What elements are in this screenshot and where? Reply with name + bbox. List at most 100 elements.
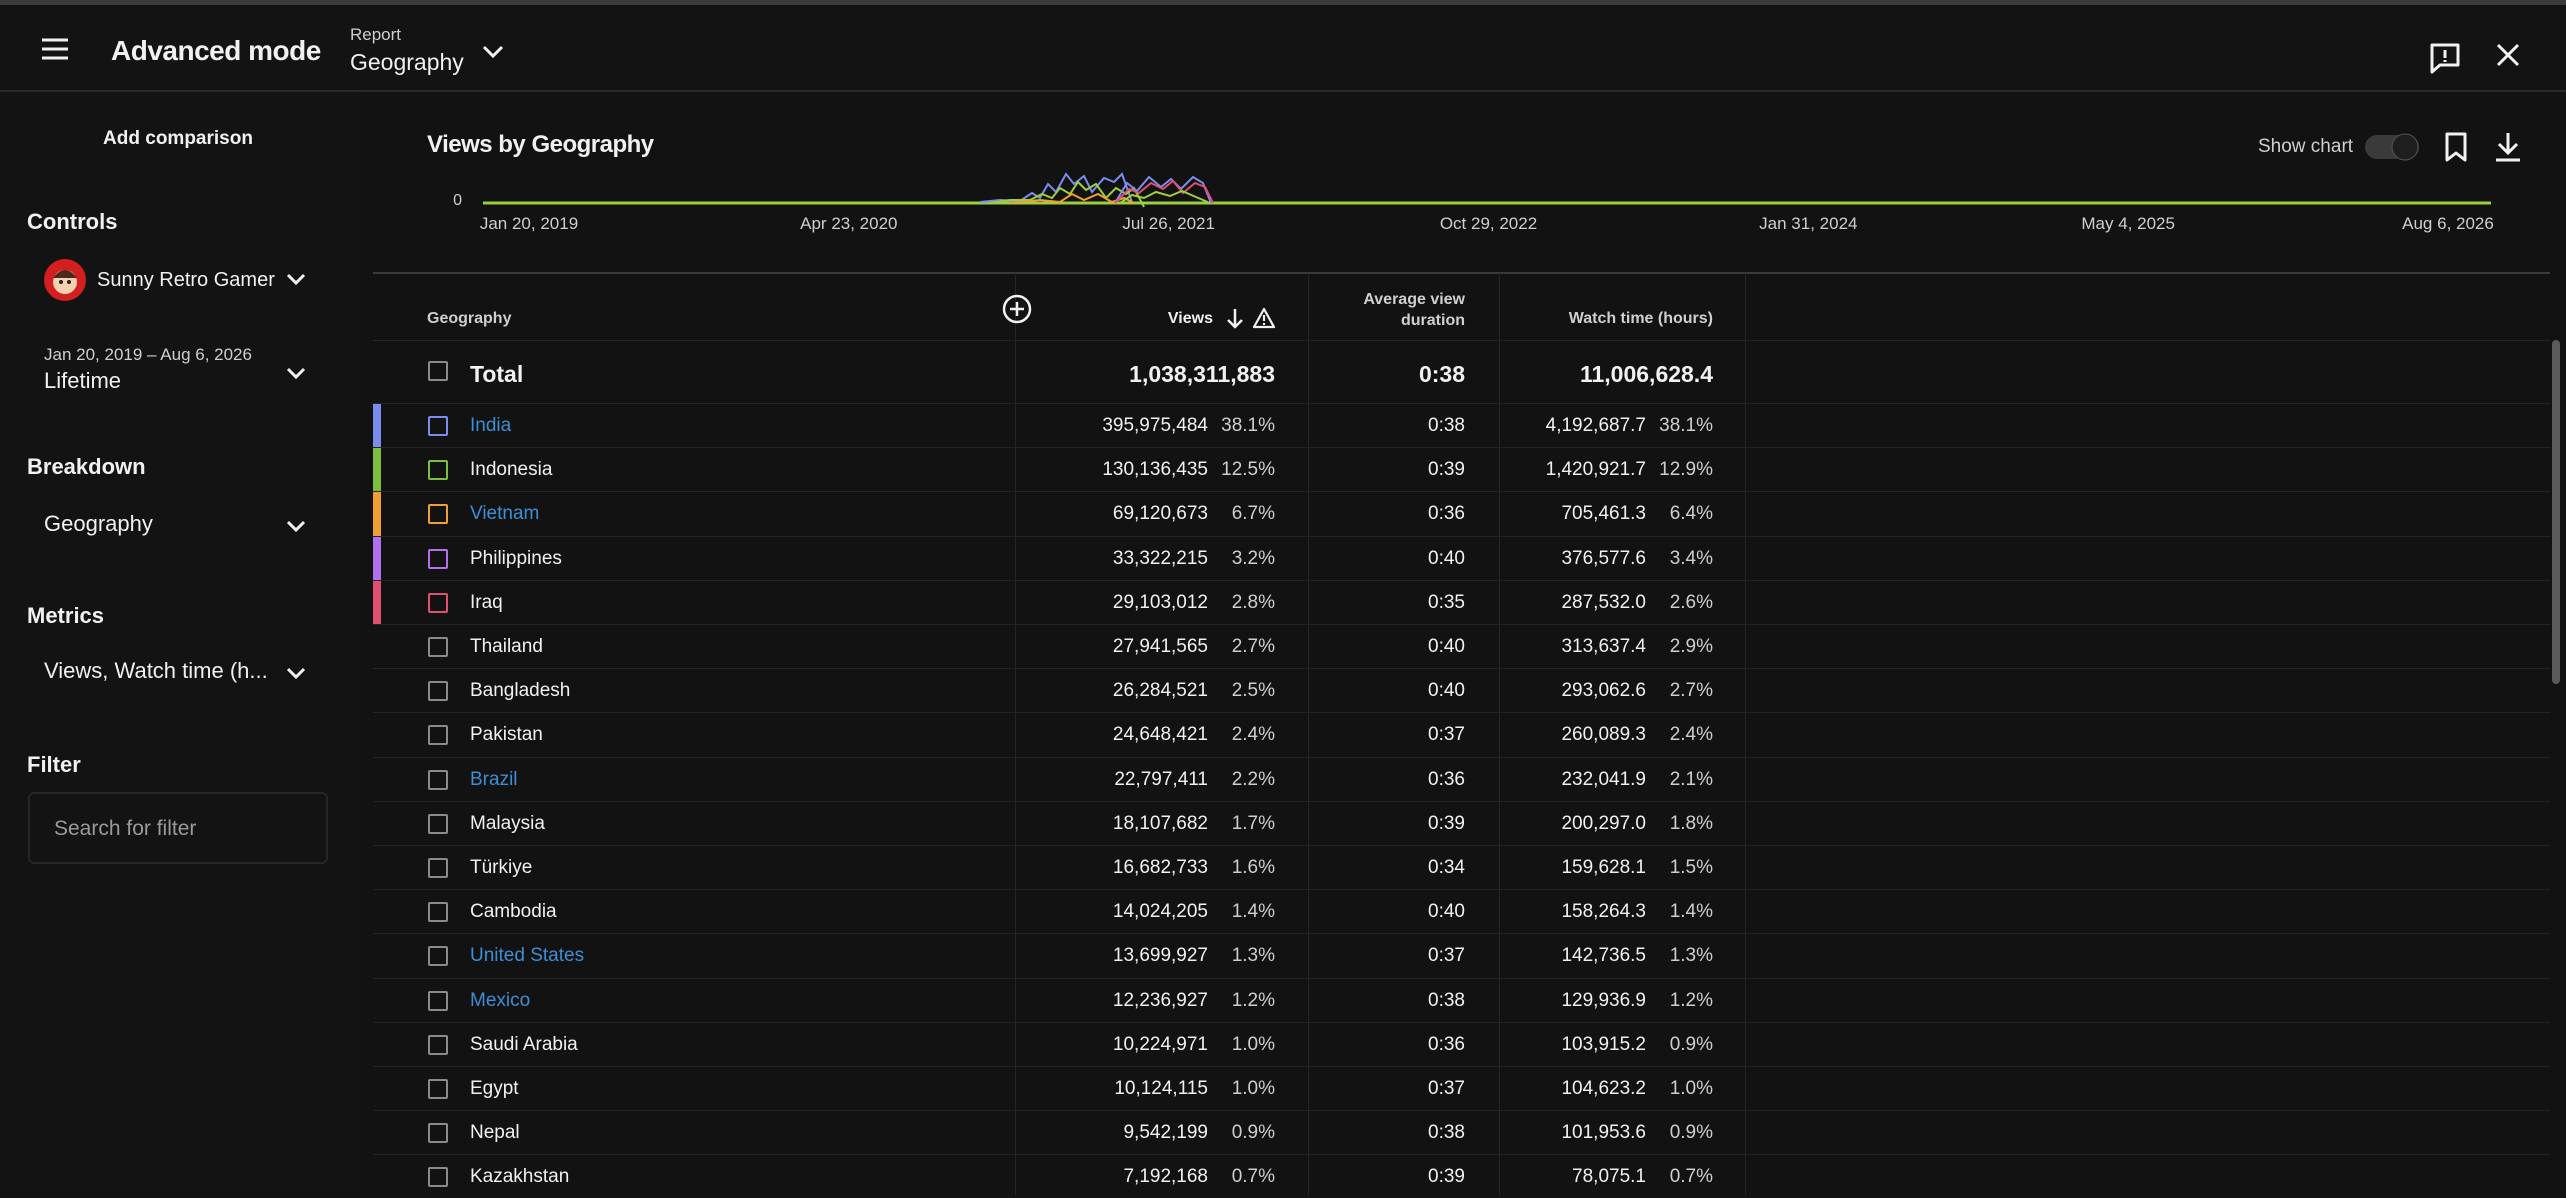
- column-header-avg-duration[interactable]: Average view duration: [1363, 291, 1465, 329]
- menu-button[interactable]: [42, 38, 68, 60]
- avg-duration: 0:40: [1428, 636, 1465, 657]
- country-name[interactable]: Mexico: [470, 989, 531, 1011]
- bookmark-button[interactable]: [2444, 131, 2468, 163]
- checkbox[interactable]: [428, 548, 448, 569]
- metrics-dropdown[interactable]: [286, 667, 306, 680]
- watch-share: 1.4%: [1669, 901, 1713, 923]
- views-share: 0.7%: [1231, 1166, 1275, 1188]
- country-name[interactable]: Vietnam: [470, 503, 540, 525]
- column-header-watch-time[interactable]: Watch time (hours): [1568, 310, 1713, 327]
- avg-duration: 0:40: [1428, 547, 1465, 569]
- watch-time: 104,623.2: [1561, 1078, 1646, 1099]
- views: 14,024,205: [1112, 901, 1208, 923]
- table-row: Iraq 29,103,012 2.8% 0:35 287,532.0 2.6%: [373, 579, 2550, 625]
- country-name[interactable]: United States: [470, 945, 585, 967]
- views-share: 38.1%: [1221, 415, 1275, 436]
- x-axis-label: Apr 23, 2020: [800, 214, 898, 233]
- table-row: Philippines 33,322,215 3.2% 0:40 376,577.6 3.…: [373, 535, 2550, 581]
- country-name: Philippines: [470, 547, 562, 569]
- watch-time: 313,637.4: [1561, 636, 1646, 657]
- table-row: Nepal 9,542,199 0.9% 0:38 101,953.6 0.9%: [373, 1110, 2550, 1154]
- channel-dropdown[interactable]: [286, 273, 306, 286]
- table-row: Pakistan 24,648,421 2.4% 0:37 260,089.3 2.4%: [373, 712, 2550, 756]
- views: 12,236,927: [1112, 989, 1208, 1011]
- filter-search[interactable]: Search for filter: [28, 792, 328, 864]
- column-divider: [1499, 273, 1500, 1195]
- watch-time: 287,532.0: [1561, 591, 1646, 613]
- date-range: Jan 20, 2019 – Aug 6, 2026: [44, 345, 252, 364]
- period-dropdown[interactable]: [286, 367, 306, 380]
- views: 7,192,168: [1123, 1166, 1208, 1188]
- series-color-bar: [373, 492, 381, 537]
- views: 10,124,115: [1114, 1078, 1208, 1099]
- close-button[interactable]: [2496, 43, 2520, 67]
- series-color-bar: [373, 448, 381, 493]
- download-button[interactable]: [2494, 131, 2522, 163]
- show-chart-toggle[interactable]: [2364, 132, 2420, 162]
- checkbox[interactable]: [428, 725, 448, 746]
- avg-duration: 0:37: [1428, 945, 1465, 967]
- table-row: United States 13,699,927 1.3% 0:37 142,736.5…: [373, 933, 2550, 977]
- checkbox[interactable]: [428, 990, 448, 1011]
- country-name: Thailand: [470, 636, 543, 657]
- report-dropdown[interactable]: [482, 45, 504, 59]
- views-share: 1.4%: [1231, 901, 1275, 923]
- checkbox[interactable]: [428, 902, 448, 923]
- checkbox[interactable]: [428, 416, 448, 436]
- watch-time: 293,062.6: [1561, 680, 1646, 702]
- series-color-bar: [373, 536, 381, 581]
- watch-share: 2.9%: [1669, 636, 1713, 657]
- country-name: Egypt: [470, 1078, 519, 1099]
- country-name: Iraq: [470, 591, 503, 613]
- country-name: Indonesia: [470, 459, 553, 481]
- table-row: Cambodia 14,024,205 1.4% 0:40 158,264.3 1.4%: [373, 889, 2550, 933]
- checkbox[interactable]: [428, 504, 448, 525]
- checkbox[interactable]: [428, 1167, 448, 1188]
- scrollbar-thumb[interactable]: [2552, 340, 2560, 684]
- country-name: Kazakhstan: [470, 1166, 570, 1188]
- x-axis-label: Jul 26, 2021: [1122, 214, 1215, 233]
- column-header-views[interactable]: Views: [1167, 310, 1213, 327]
- checkbox[interactable]: [428, 946, 448, 967]
- checkbox[interactable]: [428, 361, 448, 381]
- checkbox[interactable]: [428, 1079, 448, 1099]
- warning-icon[interactable]: [1252, 307, 1276, 329]
- avg-duration: 0:38: [1428, 989, 1465, 1011]
- views-share: 0.9%: [1231, 1122, 1275, 1144]
- checkbox[interactable]: [428, 637, 448, 657]
- country-name[interactable]: Brazil: [470, 768, 518, 790]
- table-row: Saudi Arabia 10,224,971 1.0% 0:36 103,915.2 0…: [373, 1021, 2550, 1066]
- checkbox[interactable]: [428, 1034, 448, 1055]
- filter-heading: Filter: [27, 752, 81, 777]
- x-axis-label: Oct 29, 2022: [1439, 214, 1538, 233]
- checkbox[interactable]: [428, 681, 448, 702]
- watch-share: 0.9%: [1669, 1033, 1713, 1055]
- country-name[interactable]: India: [470, 415, 512, 436]
- add-column-button[interactable]: [1001, 293, 1033, 325]
- watch-share: 1.5%: [1669, 857, 1713, 878]
- country-name: Pakistan: [470, 724, 543, 746]
- watch-time: 260,089.3: [1561, 724, 1646, 746]
- checkbox[interactable]: [428, 813, 448, 834]
- checkbox[interactable]: [428, 460, 448, 481]
- report-value[interactable]: Geography: [350, 49, 464, 75]
- breakdown-dropdown[interactable]: [286, 520, 306, 533]
- table-row: Thailand 27,941,565 2.7% 0:40 313,637.4 2.9%: [373, 624, 2550, 668]
- checkbox[interactable]: [428, 592, 448, 613]
- checkbox[interactable]: [428, 769, 448, 790]
- avg-duration: 0:39: [1428, 459, 1465, 481]
- checkbox[interactable]: [428, 858, 448, 878]
- total-views: 1,038,311,883: [1129, 361, 1275, 387]
- avg-duration: 0:36: [1428, 1033, 1465, 1055]
- add-comparison-button[interactable]: Add comparison: [103, 128, 253, 149]
- column-header-geography[interactable]: Geography: [427, 310, 512, 327]
- country-name: Türkiye: [470, 857, 533, 878]
- sort-indicator[interactable]: [1225, 307, 1245, 331]
- watch-share: 6.4%: [1669, 503, 1713, 525]
- country-name: Cambodia: [470, 901, 557, 923]
- avg-duration: 0:40: [1428, 680, 1465, 702]
- feedback-button[interactable]: [2428, 41, 2462, 75]
- checkbox[interactable]: [428, 1123, 448, 1144]
- channel-name: Sunny Retro Gamer: [97, 269, 275, 291]
